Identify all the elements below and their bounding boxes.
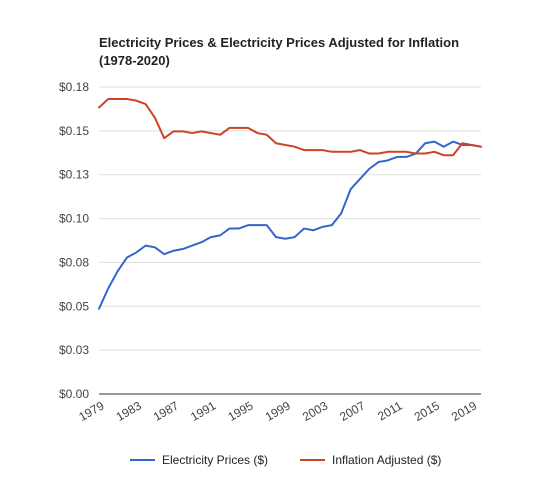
y-tick-label: $0.15 bbox=[59, 124, 89, 138]
chart-title: Electricity Prices & Electricity Prices … bbox=[99, 35, 460, 50]
series-line-electricity-prices bbox=[98, 140, 482, 310]
x-tick-label: 1999 bbox=[263, 398, 293, 424]
x-tick-label: 2015 bbox=[412, 398, 442, 424]
series-lines bbox=[98, 97, 482, 310]
chart-title-block: Electricity Prices & Electricity Prices … bbox=[99, 34, 519, 70]
y-tick-label: $0.18 bbox=[59, 80, 89, 94]
legend-label: Electricity Prices ($) bbox=[162, 453, 268, 467]
legend-label: Inflation Adjusted ($) bbox=[332, 453, 441, 467]
y-tick-label: $0.10 bbox=[59, 212, 89, 226]
x-tick-label: 1979 bbox=[76, 398, 106, 424]
y-tick-label: $0.00 bbox=[59, 387, 89, 401]
y-tick-label: $0.08 bbox=[59, 255, 89, 269]
x-tick-label: 2019 bbox=[449, 398, 479, 424]
y-axis-ticks: $0.00 $0.03 $0.05 $0.08 $0.10 $0.13 $0.15 $0.18 bbox=[59, 80, 89, 401]
x-tick-label: 1987 bbox=[151, 398, 181, 424]
x-tick-label: 2007 bbox=[337, 398, 367, 424]
x-axis-ticks: 1979 1983 1987 1991 1995 1999 2003 2007 2011 2015… bbox=[76, 398, 479, 424]
y-tick-label: $0.05 bbox=[59, 299, 89, 313]
legend: Electricity Prices ($) Inflation Adjusted… bbox=[130, 453, 441, 467]
y-tick-label: $0.03 bbox=[59, 343, 89, 357]
x-tick-label: 1991 bbox=[188, 398, 218, 424]
y-tick-label: $0.13 bbox=[59, 168, 89, 182]
x-tick-label: 1983 bbox=[114, 398, 144, 424]
series-line-inflation-adjusted bbox=[98, 97, 482, 157]
chart-subtitle: (1978-2020) bbox=[99, 53, 170, 68]
x-tick-label: 1995 bbox=[225, 398, 255, 424]
x-tick-label: 2011 bbox=[375, 398, 405, 423]
grid bbox=[99, 86, 481, 395]
x-tick-label: 2003 bbox=[300, 398, 330, 424]
